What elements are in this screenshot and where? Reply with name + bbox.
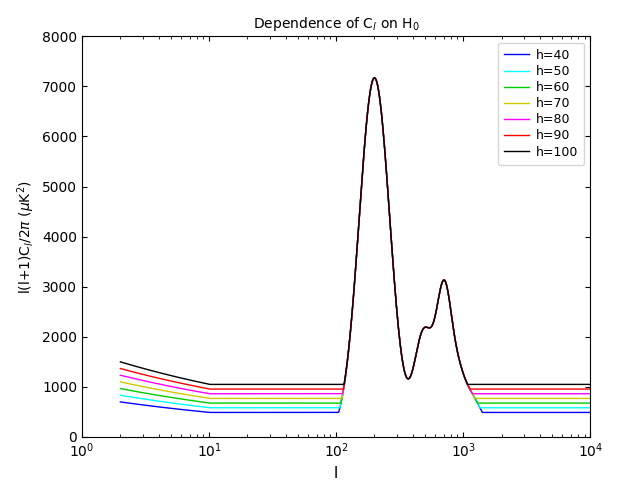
- Title: Dependence of C$_l$ on H$_0$: Dependence of C$_l$ on H$_0$: [253, 15, 420, 33]
- h=50: [340, 385, 347, 391]
- X-axis label: l: l: [334, 466, 339, 481]
- h=40: [340, 385, 347, 391]
- h=100: [459, 367, 466, 372]
- h=60: [206, 400, 214, 406]
- h=90: [206, 386, 214, 392]
- h=90: [572, 386, 580, 392]
- h=50: [117, 392, 124, 398]
- h=90: [459, 367, 466, 372]
- h=40: [572, 410, 580, 416]
- h=80: [314, 391, 321, 397]
- h=60: [459, 367, 466, 372]
- h=100: [206, 381, 214, 387]
- h=40: [206, 410, 214, 416]
- h=50: [371, 75, 378, 81]
- h=80: [459, 367, 466, 372]
- h=70: [572, 395, 580, 401]
- h=100: [586, 381, 594, 387]
- h=90: [549, 386, 556, 392]
- h=40: [117, 399, 124, 405]
- h=50: [459, 367, 466, 372]
- h=40: [371, 75, 378, 81]
- Line: h=70: h=70: [121, 78, 590, 398]
- h=70: [314, 395, 321, 401]
- h=90: [371, 75, 378, 81]
- h=80: [340, 384, 347, 390]
- h=50: [318, 405, 326, 411]
- h=90: [314, 386, 321, 392]
- h=90: [586, 386, 594, 392]
- h=70: [371, 75, 378, 81]
- h=80: [549, 391, 556, 397]
- h=60: [586, 400, 594, 406]
- h=70: [459, 367, 466, 372]
- h=40: [318, 410, 326, 416]
- Line: h=90: h=90: [121, 78, 590, 389]
- h=40: [549, 410, 556, 416]
- Legend: h=40, h=50, h=60, h=70, h=80, h=90, h=100: h=40, h=50, h=60, h=70, h=80, h=90, h=10…: [498, 43, 584, 165]
- h=60: [314, 400, 321, 406]
- h=60: [572, 400, 580, 406]
- h=100: [371, 75, 378, 81]
- h=80: [213, 391, 220, 397]
- Line: h=100: h=100: [121, 78, 590, 384]
- h=50: [572, 405, 580, 411]
- h=80: [572, 391, 580, 397]
- Line: h=80: h=80: [121, 78, 590, 394]
- h=90: [340, 384, 347, 390]
- h=50: [586, 405, 594, 411]
- Y-axis label: l(l+1)C$_l$/2$\pi$ ($\mu$K$^2$): l(l+1)C$_l$/2$\pi$ ($\mu$K$^2$): [15, 180, 36, 294]
- h=70: [207, 395, 214, 401]
- Line: h=60: h=60: [121, 78, 590, 403]
- h=60: [318, 400, 326, 406]
- h=80: [586, 391, 594, 397]
- h=90: [318, 386, 326, 392]
- h=100: [117, 359, 124, 365]
- Line: h=40: h=40: [121, 78, 590, 413]
- h=70: [117, 379, 124, 385]
- h=100: [314, 381, 321, 387]
- h=80: [117, 372, 124, 378]
- h=100: [318, 381, 326, 387]
- h=70: [340, 384, 347, 390]
- h=100: [572, 381, 580, 387]
- h=70: [586, 395, 594, 401]
- h=60: [549, 400, 556, 406]
- h=80: [318, 391, 326, 397]
- Line: h=50: h=50: [121, 78, 590, 408]
- h=50: [208, 405, 215, 411]
- h=50: [549, 405, 556, 411]
- h=40: [314, 410, 321, 416]
- h=100: [340, 381, 347, 387]
- h=70: [318, 395, 326, 401]
- h=80: [371, 75, 378, 81]
- h=60: [371, 75, 378, 81]
- h=100: [549, 381, 556, 387]
- h=40: [586, 410, 594, 416]
- h=50: [314, 405, 321, 411]
- h=60: [340, 385, 347, 391]
- h=60: [117, 385, 124, 391]
- h=90: [117, 366, 124, 372]
- h=70: [549, 395, 556, 401]
- h=40: [459, 367, 466, 372]
